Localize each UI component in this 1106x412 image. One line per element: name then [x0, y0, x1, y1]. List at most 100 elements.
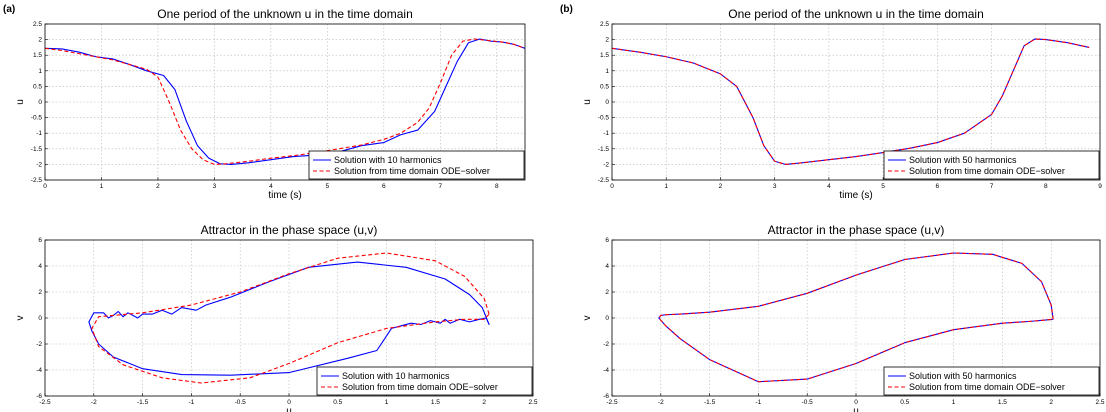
- x-tick-label: -1: [756, 399, 762, 406]
- y-tick-label: 0: [38, 315, 42, 322]
- x-tick-label: 2: [156, 183, 160, 190]
- y-tick-label: -6: [36, 393, 42, 400]
- x-tick-label: 1: [385, 399, 389, 406]
- axes-frame: [611, 239, 1101, 397]
- legend-entry: Solution from time domain ODE−solver: [909, 382, 1065, 392]
- y-tick-label: 1: [38, 68, 42, 75]
- legend-entry: Solution with 50 harmonics: [909, 155, 1017, 165]
- x-tick-label: -1.5: [137, 399, 149, 406]
- x-tick-label: 2: [719, 183, 723, 190]
- time-domain-chart-b: 0 1 2 3 4 5 6 7 8 9 -2.5 -2 -1.5 -1 -0.5 0 0.5 1 1.5 2 2.5 On…: [582, 7, 1102, 201]
- legend-entry: Solution from time domain ODE−solver: [909, 166, 1065, 176]
- y-tick-label: 2: [605, 289, 609, 296]
- y-tick-label: -2: [603, 341, 609, 348]
- y-tick-label: 0: [38, 99, 42, 106]
- chart-title: Attractor in the phase space (u,v): [201, 223, 378, 237]
- x-tick-label: 6: [936, 183, 940, 190]
- y-tick-label: -2: [36, 161, 42, 168]
- y-tick-label: 0.5: [600, 83, 609, 90]
- y-tick-label: 0: [605, 99, 609, 106]
- y-tick-label: -1: [603, 130, 609, 137]
- legend-entry: Solution from time domain ODE−solver: [334, 166, 490, 176]
- x-tick-label: 4: [269, 183, 273, 190]
- y-tick-label: -2.5: [31, 177, 43, 184]
- y-tick-label: 6: [605, 237, 609, 244]
- x-tick-label: 7: [438, 183, 442, 190]
- axes-frame: [44, 23, 526, 181]
- x-tick-label: 2: [1049, 399, 1053, 406]
- legend-entry: Solution from time domain ODE−solver: [342, 382, 498, 392]
- x-tick-label: -2: [658, 399, 664, 406]
- x-tick-label: 5: [326, 183, 330, 190]
- y-tick-label: 0: [605, 315, 609, 322]
- y-tick-label: 1.5: [600, 52, 609, 59]
- legend-entry: Solution with 10 harmonics: [334, 155, 442, 165]
- series-line-harmonic-balance: [45, 38, 525, 165]
- y-tick-label: 6: [38, 237, 42, 244]
- x-tick-label: 9: [1098, 183, 1102, 190]
- y-tick-label: -4: [36, 367, 42, 374]
- phase-space-chart-a: -2.5 -2 -1.5 -1 -0.5 0 0.5 1 1.5 2 2.5 -6 -4 -2 0 2 4 6 At…: [15, 223, 538, 412]
- axes-frame: [611, 23, 1101, 181]
- x-tick-label: 8: [495, 183, 499, 190]
- axes-frame: [44, 239, 534, 397]
- y-axis-label: v: [582, 316, 593, 321]
- x-tick-label: 0: [854, 399, 858, 406]
- legend-entry: Solution with 10 harmonics: [342, 371, 450, 381]
- x-tick-label: 1: [100, 183, 104, 190]
- y-tick-label: -1.5: [598, 146, 610, 153]
- y-tick-label: 4: [38, 263, 42, 270]
- y-tick-label: -2: [36, 341, 42, 348]
- x-tick-label: 1: [664, 183, 668, 190]
- y-tick-label: -0.5: [31, 115, 43, 122]
- series-line-ode-solver: [612, 38, 1090, 165]
- x-tick-label: 1: [952, 399, 956, 406]
- x-axis-label: u: [853, 406, 859, 412]
- phase-space-chart-b: -2.5 -2 -1.5 -1 -0.5 0 0.5 1 1.5 2 2.5 -6 -4 -2 0 2 4 6 At…: [582, 223, 1105, 412]
- y-tick-label: -1.5: [31, 146, 43, 153]
- legend-box: [308, 150, 525, 180]
- x-axis-label: time (s): [839, 190, 872, 201]
- panel-label-a: (a): [3, 4, 16, 15]
- x-axis-label: u: [286, 406, 292, 412]
- x-tick-label: -2.5: [606, 399, 618, 406]
- chart-title: One period of the unknown u in the time …: [728, 7, 984, 21]
- y-tick-label: 2: [605, 37, 609, 44]
- chart-title: One period of the unknown u in the time …: [157, 7, 413, 21]
- legend-box: [316, 366, 533, 396]
- x-tick-label: 5: [881, 183, 885, 190]
- x-tick-label: 8: [1044, 183, 1048, 190]
- legend-box: [883, 366, 1100, 396]
- x-tick-label: 1.5: [431, 399, 440, 406]
- x-tick-label: -2.5: [39, 399, 51, 406]
- series-line-ode-solver: [91, 252, 490, 384]
- series-line-ode-solver: [658, 252, 1054, 383]
- x-tick-label: 0: [610, 183, 614, 190]
- x-tick-label: 2.5: [528, 399, 537, 406]
- x-tick-label: -0.5: [802, 399, 814, 406]
- y-tick-label: 2.5: [33, 21, 42, 28]
- chart-title: Attractor in the phase space (u,v): [768, 223, 945, 237]
- x-tick-label: 4: [827, 183, 831, 190]
- y-tick-label: 1: [605, 68, 609, 75]
- x-tick-label: -1.5: [704, 399, 716, 406]
- x-tick-label: 0: [287, 399, 291, 406]
- y-tick-label: -6: [603, 393, 609, 400]
- y-axis-label: v: [15, 316, 26, 321]
- y-tick-label: -1: [36, 130, 42, 137]
- x-tick-label: 2.5: [1095, 399, 1104, 406]
- x-tick-label: -1: [189, 399, 195, 406]
- legend-box: [883, 150, 1100, 180]
- x-tick-label: 1.5: [998, 399, 1007, 406]
- panel-label-b: (b): [560, 4, 573, 15]
- x-tick-label: 2: [482, 399, 486, 406]
- y-tick-label: 4: [605, 263, 609, 270]
- y-tick-label: 2: [38, 37, 42, 44]
- y-tick-label: 1.5: [33, 52, 42, 59]
- x-tick-label: 3: [773, 183, 777, 190]
- y-axis-label: u: [582, 99, 593, 105]
- time-domain-chart-a: 0 1 2 3 4 5 6 7 8 -2.5 -2 -1.5 -1 -0.5 0 0.5 1 1.5 2 2.5 One…: [15, 7, 526, 201]
- x-tick-label: -0.5: [235, 399, 247, 406]
- legend-entry: Solution with 50 harmonics: [909, 371, 1017, 381]
